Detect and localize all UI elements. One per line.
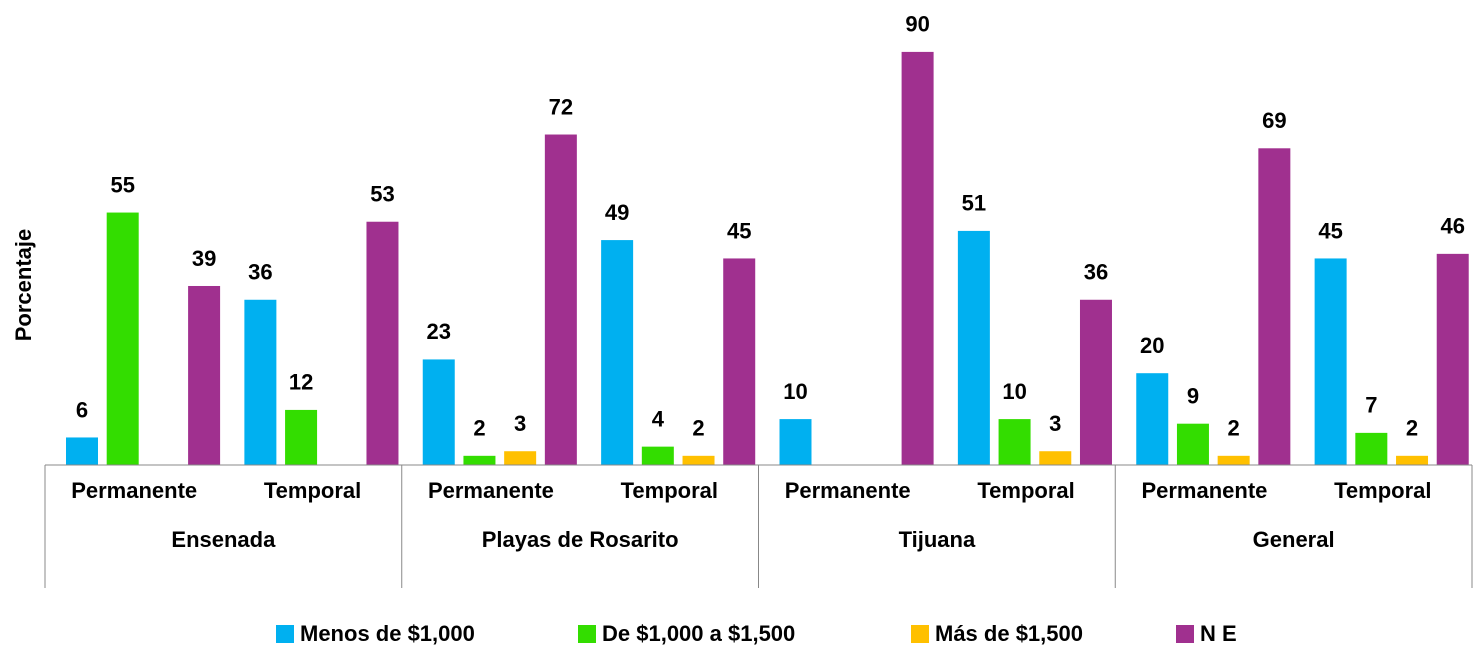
value-label: 2 xyxy=(473,416,485,441)
bar xyxy=(723,258,756,465)
group-label: Playas de Rosarito xyxy=(482,527,679,552)
value-label: 2 xyxy=(1228,416,1240,441)
bar xyxy=(779,419,812,465)
bar xyxy=(106,212,139,465)
value-label: 20 xyxy=(1140,333,1164,358)
bar xyxy=(1039,451,1072,465)
bar xyxy=(901,51,934,466)
bar xyxy=(998,419,1031,465)
bar xyxy=(601,240,634,465)
x-tick-label: Permanente xyxy=(71,478,197,503)
x-tick-label: Permanente xyxy=(428,478,554,503)
bar xyxy=(463,455,496,465)
value-label: 45 xyxy=(727,218,751,243)
bar xyxy=(1136,373,1169,465)
value-label: 4 xyxy=(652,406,665,431)
x-tick-label: Permanente xyxy=(785,478,911,503)
bar xyxy=(1396,455,1429,465)
value-label: 2 xyxy=(1406,416,1418,441)
value-label: 6 xyxy=(76,397,88,422)
bar xyxy=(1314,258,1347,465)
x-tick-label: Permanente xyxy=(1141,478,1267,503)
bar xyxy=(544,134,577,465)
value-label: 10 xyxy=(783,379,807,404)
bar xyxy=(244,299,277,465)
legend-swatch xyxy=(911,625,929,643)
value-label: 51 xyxy=(962,191,986,216)
value-label: 12 xyxy=(289,370,313,395)
legend-swatch xyxy=(276,625,294,643)
value-label: 90 xyxy=(905,12,929,37)
bar xyxy=(957,230,990,465)
value-label: 36 xyxy=(1084,260,1108,285)
bar xyxy=(1079,299,1112,465)
value-label: 9 xyxy=(1187,384,1199,409)
group-label: General xyxy=(1253,527,1335,552)
value-label: 53 xyxy=(370,182,394,207)
bar xyxy=(504,451,537,465)
value-label: 3 xyxy=(514,411,526,436)
value-label: 7 xyxy=(1365,393,1377,418)
bar xyxy=(66,437,98,465)
y-axis-label: Porcentaje xyxy=(11,229,36,342)
bar xyxy=(285,409,318,465)
bar xyxy=(366,221,399,465)
bar xyxy=(188,285,221,465)
value-label: 3 xyxy=(1049,411,1061,436)
value-label: 2 xyxy=(692,416,704,441)
value-label: 72 xyxy=(549,94,573,119)
bar xyxy=(1217,455,1250,465)
x-tick-label: Temporal xyxy=(264,478,361,503)
x-tick-label: Temporal xyxy=(1334,478,1431,503)
bar xyxy=(682,455,715,465)
bar xyxy=(641,446,674,465)
bar xyxy=(1258,148,1291,466)
x-tick-label: Temporal xyxy=(977,478,1074,503)
value-label: 69 xyxy=(1262,108,1286,133)
value-label: 23 xyxy=(427,319,451,344)
legend-label: De $1,000 a $1,500 xyxy=(602,621,795,646)
legend-label: Menos de $1,000 xyxy=(300,621,475,646)
legend-label: N E xyxy=(1200,621,1237,646)
legend-swatch xyxy=(578,625,596,643)
value-label: 39 xyxy=(192,246,216,271)
bar xyxy=(1176,423,1209,465)
value-label: 10 xyxy=(1002,379,1026,404)
value-label: 45 xyxy=(1318,218,1342,243)
bar xyxy=(422,359,455,465)
value-label: 49 xyxy=(605,200,629,225)
legend-label: Más de $1,500 xyxy=(935,621,1083,646)
value-label: 55 xyxy=(110,172,134,197)
legend-swatch xyxy=(1176,625,1194,643)
group-label: Ensenada xyxy=(171,527,276,552)
value-label: 36 xyxy=(248,260,272,285)
bar xyxy=(1436,253,1469,465)
group-label: Tijuana xyxy=(899,527,976,552)
value-label: 46 xyxy=(1440,214,1464,239)
bar xyxy=(1355,432,1388,465)
x-tick-label: Temporal xyxy=(621,478,718,503)
